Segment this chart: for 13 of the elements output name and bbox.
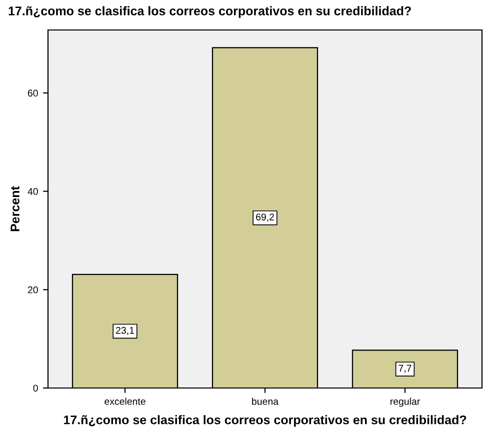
y-tick-label: 60 <box>28 90 38 97</box>
data-label: 23,1 <box>116 326 134 335</box>
y-tick-label: 40 <box>28 188 38 195</box>
x-axis-title: 17.ñ¿como se clasifica los correos corporativos en su credibilidad? <box>64 415 466 427</box>
x-tick-label: buena <box>252 398 279 405</box>
x-tick-label: regular <box>390 398 420 407</box>
data-label: 69,2 <box>256 214 274 222</box>
y-tick-label: 20 <box>28 286 38 294</box>
y-axis-title: Percent <box>10 186 20 232</box>
x-tick-label: excelente <box>104 398 146 405</box>
data-label: 7,7 <box>398 364 412 373</box>
chart-title: 17.ñ¿como se clasifica los correos corporativos en su credibilidad? <box>8 6 411 18</box>
y-tick-label: 0 <box>33 384 38 392</box>
